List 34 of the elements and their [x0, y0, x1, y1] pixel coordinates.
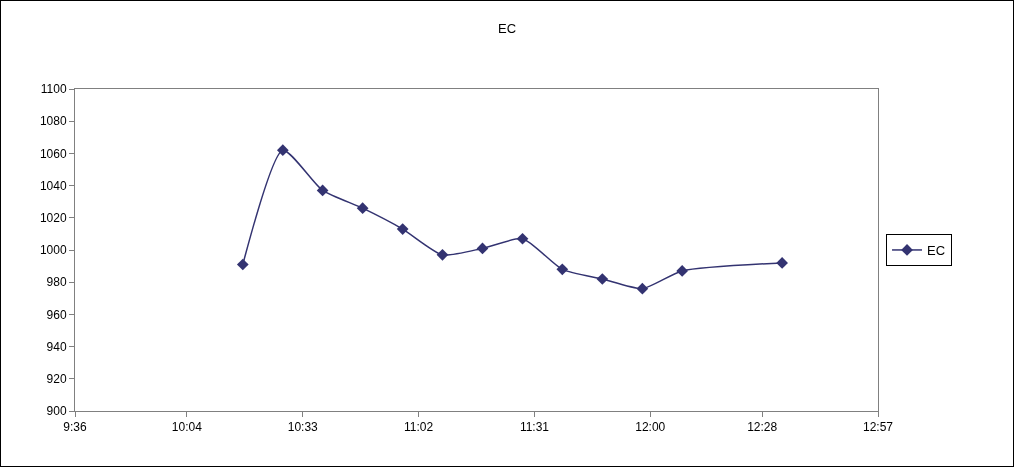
point: [356, 202, 369, 214]
point: [476, 242, 489, 255]
x-tick-label: 12:57: [862, 420, 894, 435]
x-tick-label: 12:28: [747, 420, 778, 435]
x-tick-label: 10:33: [287, 420, 319, 435]
x-tick-label: 11:31: [519, 420, 550, 435]
y-tick-label: 1000: [39, 243, 67, 258]
point: [596, 273, 609, 285]
y-tick-label: 900: [46, 404, 67, 419]
x-tick-label: 9:36: [63, 420, 87, 435]
point: [776, 257, 788, 269]
y-tick-label: 980: [46, 275, 67, 290]
y-tick-label: 1020: [39, 211, 67, 225]
y-tick-label: 920: [46, 372, 67, 386]
y-tick-label: 960: [46, 307, 67, 322]
y-tick-label: 1040: [39, 178, 67, 193]
point: [396, 223, 409, 235]
y-tick-label: 940: [46, 339, 67, 354]
x-tick-label: 10:04: [171, 420, 203, 435]
point: [316, 184, 329, 197]
point: [556, 263, 569, 276]
x-tick-label: 11:02: [403, 420, 434, 435]
point: [516, 232, 529, 245]
legend-label: EC: [927, 243, 946, 259]
point: [436, 248, 449, 261]
x-tick-label: 12:00: [635, 420, 666, 435]
point: [676, 265, 689, 277]
y-tick-label: 1060: [39, 146, 67, 161]
point: [636, 282, 649, 295]
chart-title: EC: [497, 21, 517, 37]
y-tick-label: 1080: [39, 114, 67, 129]
point: [276, 144, 289, 157]
y-tick-label: 1100: [40, 82, 67, 97]
point: [236, 258, 249, 271]
